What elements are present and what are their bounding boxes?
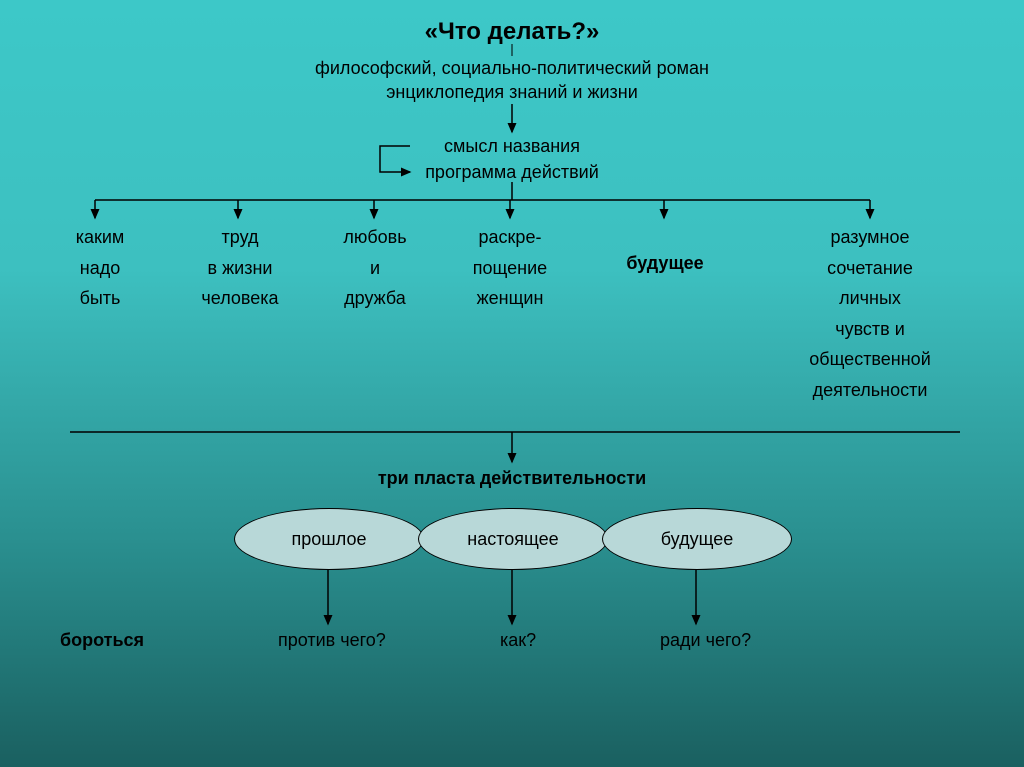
bottom-against-what: против чего?	[278, 630, 386, 651]
bottom-how: как?	[500, 630, 536, 651]
branch-future: будущее	[605, 248, 725, 279]
bottom-for-what: ради чего?	[660, 630, 751, 651]
branch-rational: разумноесочетаниеличныхчувств иобществен…	[760, 222, 980, 406]
center-node-meaning: смысл названия	[0, 136, 1024, 157]
branch-how-to-be: какимнадобыть	[50, 222, 150, 314]
bottom-fight: бороться	[60, 630, 144, 651]
concept-diagram: «Что делать?» философский, социально-пол…	[0, 0, 1024, 767]
subtitle-line-2: энциклопедия знаний и жизни	[0, 82, 1024, 103]
ellipse-future: будущее	[602, 508, 792, 570]
ellipse-past: прошлое	[234, 508, 424, 570]
diagram-title: «Что делать?»	[0, 18, 1024, 46]
branch-labor: трудв жизничеловека	[180, 222, 300, 314]
subtitle-line-1: философский, социально-политический рома…	[0, 58, 1024, 79]
ellipse-past-label: прошлое	[292, 529, 367, 550]
branch-love: любовьидружба	[320, 222, 430, 314]
center-node-program: программа действий	[0, 162, 1024, 183]
branch-emancipation: раскре-пощениеженщин	[450, 222, 570, 314]
layers-heading: три пласта действительности	[0, 468, 1024, 489]
ellipse-present: настоящее	[418, 508, 608, 570]
ellipse-present-label: настоящее	[467, 529, 558, 550]
ellipse-future-label: будущее	[661, 529, 733, 550]
